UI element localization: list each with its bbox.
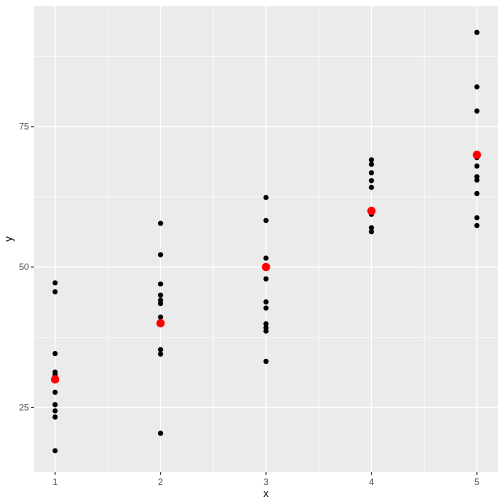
data-point bbox=[474, 177, 480, 183]
data-point bbox=[52, 280, 58, 286]
data-point bbox=[474, 215, 480, 221]
data-point bbox=[52, 289, 58, 295]
data-point bbox=[157, 347, 164, 353]
y-axis-title: y bbox=[3, 236, 15, 242]
data-point bbox=[474, 29, 480, 35]
data-point bbox=[157, 281, 164, 287]
mean-point bbox=[367, 206, 376, 216]
x-tick-label: 5 bbox=[474, 477, 479, 487]
data-point bbox=[157, 252, 164, 258]
data-point bbox=[263, 194, 269, 201]
data-point bbox=[263, 328, 269, 334]
data-point bbox=[474, 163, 480, 169]
data-point bbox=[52, 414, 58, 420]
data-point bbox=[263, 321, 269, 327]
data-point bbox=[52, 448, 58, 454]
x-tick-label: 1 bbox=[53, 477, 58, 487]
y-tick-label: 50 bbox=[19, 262, 29, 272]
data-point bbox=[368, 178, 375, 184]
mean-point bbox=[472, 150, 482, 159]
axis-ticks bbox=[31, 126, 478, 475]
data-point bbox=[368, 229, 375, 235]
data-point bbox=[368, 161, 375, 167]
y-tick-labels: 25 50 75 bbox=[19, 122, 29, 413]
data-point bbox=[368, 170, 375, 176]
data-point bbox=[263, 276, 269, 282]
data-point bbox=[474, 84, 480, 90]
y-tick-label: 75 bbox=[19, 122, 29, 132]
data-point bbox=[52, 408, 58, 414]
data-point bbox=[368, 225, 375, 231]
data-point bbox=[157, 292, 164, 298]
data-point bbox=[157, 430, 164, 436]
mean-point bbox=[156, 319, 165, 328]
data-point bbox=[52, 402, 58, 408]
data-point bbox=[157, 220, 164, 226]
data-point bbox=[157, 351, 164, 357]
data-point bbox=[368, 157, 375, 163]
x-tick-label: 4 bbox=[369, 477, 374, 487]
data-point bbox=[263, 255, 269, 261]
data-point bbox=[474, 222, 480, 229]
x-tick-labels: 1 2 3 4 5 bbox=[53, 477, 480, 487]
data-point bbox=[368, 184, 375, 190]
data-point bbox=[263, 299, 269, 305]
data-point bbox=[474, 108, 480, 114]
data-point bbox=[474, 190, 480, 197]
mean-point bbox=[261, 262, 271, 272]
data-point bbox=[157, 314, 164, 320]
data-point bbox=[52, 350, 58, 357]
data-point bbox=[52, 389, 58, 395]
data-points bbox=[50, 29, 482, 454]
data-point bbox=[263, 305, 269, 311]
x-tick-label: 3 bbox=[263, 477, 268, 487]
y-tick-label: 25 bbox=[19, 402, 29, 412]
data-point bbox=[263, 217, 269, 224]
data-point bbox=[263, 358, 269, 364]
mean-point bbox=[50, 375, 60, 384]
x-tick-label: 2 bbox=[158, 477, 163, 487]
x-axis-title: x bbox=[263, 488, 269, 500]
data-point bbox=[157, 300, 164, 307]
